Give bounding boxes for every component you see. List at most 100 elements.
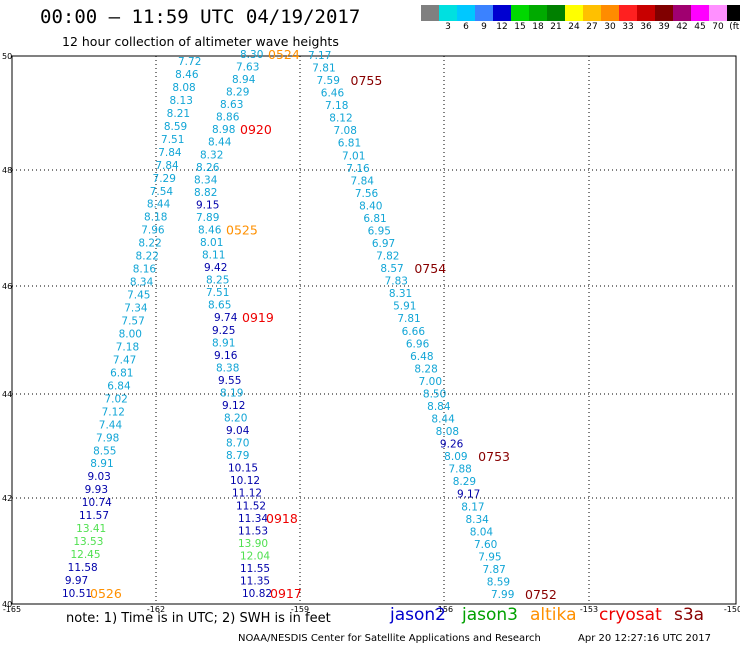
legend-swatch	[493, 5, 511, 21]
wave-height-value: 8.59	[487, 576, 510, 588]
wave-height-value: 7.84	[158, 147, 182, 159]
wave-height-value: 10.51	[62, 588, 92, 600]
legend-label: 45	[694, 22, 706, 32]
wave-height-value: 8.65	[208, 300, 231, 312]
legend-swatch	[655, 5, 673, 21]
legend-label: 24	[568, 22, 580, 32]
wave-height-value: 6.81	[338, 138, 361, 150]
wave-height-value: 8.84	[427, 401, 451, 413]
wave-height-value: 11.57	[79, 510, 109, 522]
lat-label: 50	[2, 52, 12, 61]
wave-height-value: 8.50	[423, 388, 446, 400]
legend-label: 3	[445, 22, 451, 32]
wave-height-value: 8.19	[220, 387, 243, 399]
wave-height-value: 8.18	[144, 212, 167, 224]
lat-label: 44	[2, 390, 12, 399]
legend-label: 18	[532, 22, 544, 32]
wave-height-value: 9.93	[85, 484, 108, 496]
pass-time-label: 0920	[240, 122, 272, 137]
lat-label: 40	[2, 600, 12, 609]
wave-height-value: 9.74	[214, 312, 238, 324]
legend-swatch	[547, 5, 565, 21]
footer-note: note: 1) Time is in UTC; 2) SWH is in fe…	[66, 611, 331, 626]
wave-height-value: 11.35	[240, 575, 270, 587]
wave-height-value: 7.89	[196, 212, 219, 224]
wave-height-value: 8.16	[133, 264, 157, 276]
legend-cryosat: cryosat	[599, 605, 662, 625]
wave-height-value: 9.25	[212, 325, 235, 337]
wave-height-value: 7.63	[236, 62, 259, 74]
legend-label: 15	[514, 22, 526, 32]
wave-height-value: 13.53	[73, 536, 103, 548]
wave-height-value: 8.31	[389, 288, 412, 300]
pass-time-label: 0524	[268, 47, 300, 62]
wave-height-value: 7.54	[150, 186, 174, 198]
legend-swatch	[601, 5, 619, 21]
wave-height-value: 9.12	[222, 400, 245, 412]
wave-height-value: 8.29	[226, 87, 249, 99]
legend-label: 30	[604, 22, 616, 32]
pass-time-label: 0918	[266, 511, 298, 526]
wave-height-value: 6.84	[107, 380, 131, 392]
wave-height-value: 8.98	[212, 124, 235, 136]
wave-height-value: 8.12	[329, 113, 352, 125]
wave-height-value: 7.18	[116, 341, 139, 353]
legend-swatch	[691, 5, 709, 21]
lon-label: -159	[291, 605, 309, 614]
legend-swatch	[439, 5, 457, 21]
lon-label: -156	[435, 605, 453, 614]
wave-height-value: 8.22	[136, 251, 159, 263]
wave-height-value: 7.01	[342, 150, 365, 162]
wave-height-value: 8.40	[359, 200, 382, 212]
wave-height-value: 9.04	[226, 425, 250, 437]
lon-label: -162	[147, 605, 165, 614]
wave-height-value: 7.29	[153, 173, 176, 185]
wave-height-value: 7.81	[397, 313, 420, 325]
wave-height-value: 7.81	[312, 63, 335, 75]
legend-label: 33	[622, 22, 634, 32]
legend-label: 6	[463, 22, 469, 32]
wave-height-value: 10.82	[242, 588, 272, 600]
wave-height-value: 8.13	[170, 95, 193, 107]
wave-height-value: 7.51	[206, 287, 229, 299]
pass-time-label: 0752	[525, 587, 557, 602]
wave-height-value: 8.26	[196, 162, 220, 174]
wave-height-value: 7.59	[317, 75, 340, 87]
wave-height-value: 8.55	[93, 445, 116, 457]
legend-swatch	[619, 5, 637, 21]
wave-height-value: 7.57	[121, 316, 144, 328]
wave-height-value: 8.32	[200, 149, 223, 161]
wave-height-value: 8.20	[224, 413, 247, 425]
map-frame	[11, 55, 737, 605]
legend-label: 12	[496, 22, 508, 32]
wave-height-value: 8.44	[431, 414, 455, 426]
wave-height-value: 6.96	[406, 338, 430, 350]
wave-height-value: 9.17	[457, 489, 480, 501]
wave-height-value: 8.79	[226, 450, 249, 462]
wave-height-value: 8.29	[453, 476, 476, 488]
pass-time-label: 0526	[90, 586, 122, 601]
wave-height-value: 8.30	[240, 49, 263, 61]
wave-height-value: 8.44	[208, 137, 232, 149]
wave-height-value: 8.08	[172, 82, 195, 94]
wave-height-value: 8.22	[138, 238, 161, 250]
wave-height-value: 8.63	[220, 99, 243, 111]
wave-height-value: 7.56	[355, 188, 379, 200]
pass-time-label: 0525	[226, 222, 258, 237]
wave-height-value: 8.94	[232, 74, 256, 86]
color-legend	[421, 5, 740, 21]
wave-height-value: 8.38	[216, 362, 239, 374]
pass-time-label: 0753	[478, 449, 510, 464]
wave-height-value: 7.99	[491, 589, 514, 601]
wave-height-value: 12.04	[240, 550, 270, 562]
wave-height-value: 8.08	[436, 426, 459, 438]
wave-height-value: 7.00	[419, 376, 442, 388]
wave-height-value: 8.21	[167, 108, 190, 120]
wave-height-value: 9.97	[65, 575, 88, 587]
legend-swatch	[457, 5, 475, 21]
wave-height-value: 8.17	[461, 501, 484, 513]
wave-height-value: 7.84	[351, 175, 375, 187]
wave-height-value: 9.16	[214, 350, 238, 362]
wave-height-value: 7.44	[99, 419, 123, 431]
wave-height-value: 9.26	[440, 439, 464, 451]
